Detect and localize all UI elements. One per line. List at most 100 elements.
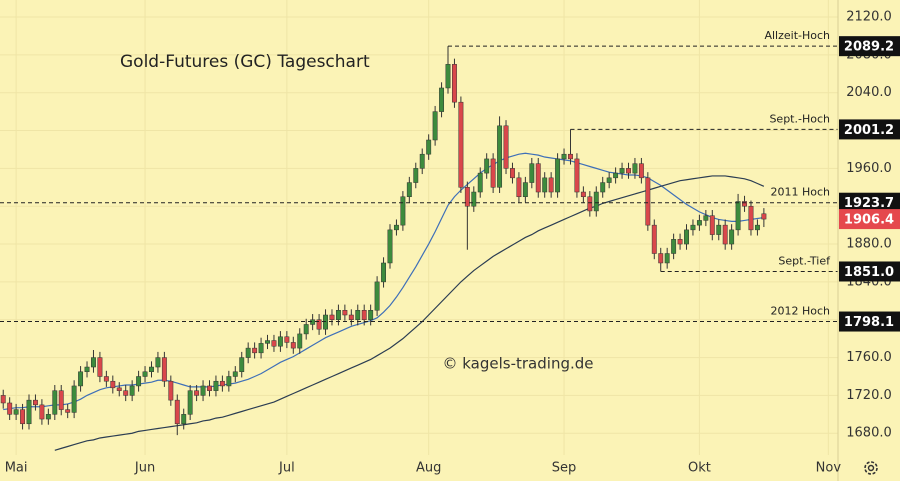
candle-body	[561, 153, 567, 160]
candle-body	[103, 376, 109, 382]
candle-body	[426, 139, 432, 155]
candle-body	[722, 224, 728, 245]
candle-body	[619, 168, 625, 174]
candle-body	[13, 409, 19, 415]
candle-body	[703, 215, 709, 221]
candle-body	[664, 253, 670, 264]
candle-body	[593, 191, 599, 212]
candle-body	[497, 125, 503, 188]
candle-body	[374, 281, 380, 311]
candle-body	[542, 177, 548, 193]
candle-body	[26, 399, 32, 425]
candle-body	[555, 158, 561, 193]
current-price-label: 1906.4	[844, 213, 894, 228]
level-price-box	[839, 261, 900, 282]
x-tick-label: Okt	[688, 461, 711, 476]
candle-body	[529, 163, 535, 183]
x-tick-label: Nov	[816, 461, 842, 476]
y-tick-label: 1720.0	[846, 388, 892, 403]
candle-body	[181, 414, 187, 425]
candle-body	[39, 404, 45, 420]
level-price-label: 1798.1	[844, 315, 894, 330]
candle-body	[477, 172, 483, 193]
candle-body	[71, 385, 77, 413]
y-tick-label: 2120.0	[846, 10, 892, 25]
candle-body	[174, 399, 180, 425]
candle-body	[490, 158, 496, 188]
candle-body	[323, 314, 328, 330]
level-price-label: 1923.7	[844, 196, 894, 211]
candle-body	[761, 213, 767, 220]
candle-body	[265, 340, 270, 344]
candle-body	[335, 310, 341, 320]
candle-body	[297, 333, 303, 349]
candle-body	[226, 376, 232, 387]
candle-body	[684, 229, 689, 245]
candle-body	[510, 168, 515, 179]
candle-body	[361, 310, 367, 320]
level-price-box	[839, 311, 900, 332]
candle-body	[52, 390, 58, 415]
candle-body	[187, 390, 193, 415]
y-tick-label: 1680.0	[846, 426, 892, 441]
candle-body	[129, 385, 135, 396]
candle-body	[277, 336, 283, 347]
overlay: Allzeit-Hoch Sept.-Hoch 2011 Hoch Sept.-Tie…	[0, 29, 838, 323]
level-name: Sept.-Hoch	[769, 112, 830, 125]
level-price-label: 2001.2	[844, 123, 894, 138]
x-tick-label: Jun	[134, 461, 155, 476]
level-price-label: 1851.0	[844, 265, 894, 280]
settings-icon[interactable]	[864, 461, 878, 475]
x-tick-label: Sep	[552, 461, 577, 476]
candle-body	[535, 163, 541, 193]
candle-body	[200, 385, 206, 396]
candle-body	[671, 239, 677, 254]
candle-body	[213, 380, 219, 391]
candle-body	[445, 64, 451, 89]
candle-body	[587, 196, 593, 212]
candle-body	[245, 347, 251, 358]
candle-body	[310, 319, 316, 325]
x-tick-label: Mai	[5, 461, 28, 476]
candle-body	[45, 414, 51, 420]
y-tick-label: 1960.0	[846, 161, 892, 176]
candle-body	[413, 168, 419, 183]
candle-body	[342, 310, 348, 316]
candle-body	[381, 262, 386, 283]
x-tick-label: Jul	[278, 461, 295, 476]
candle-body	[387, 229, 393, 264]
candle-body	[65, 409, 71, 413]
chart-title: Gold-Futures (GC) Tageschart	[120, 52, 370, 72]
candle-body	[239, 357, 245, 373]
candle-body	[252, 347, 258, 354]
y-tick-label: 2040.0	[846, 85, 892, 100]
candle-body	[439, 87, 445, 112]
level-price-box	[839, 119, 900, 140]
candle-body	[290, 342, 296, 349]
candle-body	[219, 380, 225, 387]
level-price-label: 2089.2	[844, 40, 894, 55]
candle-body	[580, 191, 586, 198]
candle-body	[155, 357, 161, 368]
candle-body	[232, 371, 238, 377]
y-tick-label: 1760.0	[846, 350, 892, 365]
candle-body	[432, 111, 438, 141]
candle-body	[136, 376, 142, 387]
candle-body	[58, 390, 64, 410]
level-price-box	[839, 192, 900, 213]
level-name: Allzeit-Hoch	[764, 29, 830, 42]
candle-body	[329, 314, 335, 320]
candle-body	[677, 239, 683, 245]
level-price-box	[839, 36, 900, 57]
candle-body	[516, 177, 522, 198]
candle-body	[632, 163, 638, 174]
candle-body	[452, 64, 457, 103]
candle-body	[606, 177, 612, 183]
candle-body	[742, 201, 747, 207]
candle-body	[116, 387, 122, 391]
candle-body	[754, 224, 760, 231]
candle-body	[638, 163, 644, 179]
candle-body	[91, 357, 96, 368]
candle-body	[613, 172, 619, 179]
